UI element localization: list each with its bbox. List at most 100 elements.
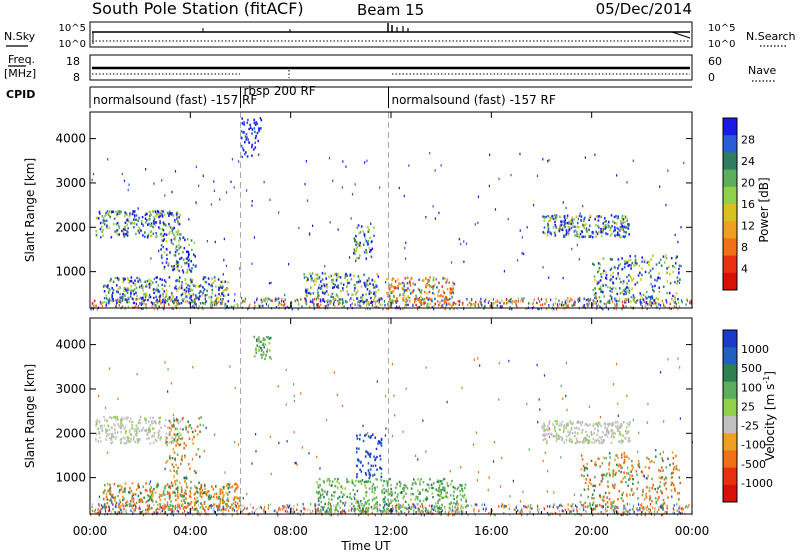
echo-cell (569, 420, 571, 423)
echo-cell (605, 270, 607, 274)
echo-cell (567, 233, 569, 236)
echo-cell (361, 297, 363, 301)
echo-cell (124, 277, 126, 281)
echo-cell (174, 480, 176, 483)
echo-cell (543, 429, 546, 432)
echo-speckle (519, 511, 521, 514)
echo-cell (119, 508, 122, 511)
echo-speckle (237, 305, 239, 308)
echo-cell (593, 432, 595, 435)
echo-cell (553, 427, 556, 430)
echo-cell (672, 483, 675, 487)
echo-cell (260, 340, 262, 343)
echo-cell (150, 493, 153, 497)
echo-cell (164, 295, 167, 299)
echo-speckle (174, 507, 176, 510)
echo-cell (158, 420, 161, 423)
echo-cell (666, 267, 668, 270)
echo-speckle (155, 511, 157, 515)
echo-cell (234, 490, 236, 493)
echo-cell (104, 489, 106, 492)
echo-cell (154, 289, 157, 292)
echo-cell (349, 492, 352, 496)
echo-cell (225, 288, 228, 291)
echo-cell (371, 278, 374, 282)
echo-cell (404, 500, 407, 503)
echo-cell (145, 421, 147, 425)
echo-speckle (662, 504, 664, 508)
echo-cell (341, 287, 344, 290)
echo-cell (364, 471, 367, 475)
velocity-echoes (90, 318, 693, 517)
echo-speckle (402, 503, 404, 507)
echo-cell (615, 471, 617, 475)
echo-cell (187, 462, 190, 466)
echo-speckle (168, 508, 170, 512)
echo-cell (568, 229, 570, 232)
echo-cell (610, 429, 612, 432)
echo-cell (101, 429, 104, 432)
echo-cell (180, 494, 183, 497)
echo-cell (326, 493, 328, 496)
echo-cell (110, 441, 113, 445)
echo-cell (115, 222, 118, 226)
echo-speckle (112, 299, 115, 302)
echo-cell (190, 288, 192, 291)
echo-cell (671, 481, 674, 485)
echo-cell (398, 294, 401, 297)
echo-cell (600, 290, 603, 293)
echo-cell (317, 291, 319, 294)
echo-cell (363, 273, 365, 276)
echo-speckle (627, 510, 629, 513)
echo-speckle (583, 508, 585, 512)
echo-cell (316, 288, 319, 292)
echo-sparse (121, 172, 123, 176)
echo-cell (403, 285, 405, 288)
echo-speckle (647, 303, 649, 306)
echo-cell (263, 346, 265, 349)
echo-cell (214, 485, 217, 488)
echo-cell (184, 501, 186, 504)
echo-speckle (450, 304, 453, 308)
echo-cell (675, 467, 678, 471)
echo-speckle (412, 503, 414, 506)
echo-speckle (483, 305, 485, 309)
echo-cell (174, 238, 176, 241)
echo-cell (171, 297, 174, 300)
echo-speckle (317, 302, 319, 306)
echo-cell (115, 501, 118, 505)
echo-cell (354, 484, 356, 487)
echo-sparse (370, 222, 372, 225)
echo-sparse (239, 267, 241, 270)
echo-cell (172, 301, 175, 305)
echo-cell (368, 476, 371, 480)
echo-cell (121, 417, 124, 421)
echo-speckle (167, 507, 169, 511)
echo-speckle (582, 305, 584, 309)
echo-speckle (428, 504, 431, 507)
echo-cell (542, 434, 544, 437)
echo-cell (676, 468, 679, 471)
echo-cell (651, 288, 654, 292)
echo-cell (622, 218, 625, 221)
echo-sparse (398, 186, 400, 190)
echo-cell (196, 487, 198, 490)
echo-cell (161, 287, 164, 291)
echo-cell (399, 482, 402, 485)
echo-cell (359, 241, 361, 245)
echo-cell (370, 435, 373, 438)
echo-cell (330, 510, 332, 514)
echo-cell (655, 263, 658, 266)
echo-cell (182, 428, 184, 431)
echo-cell (632, 493, 634, 497)
echo-cell (558, 424, 560, 427)
echo-cell (444, 477, 446, 481)
echo-cell (597, 281, 600, 285)
echo-cell (373, 280, 376, 283)
echo-cell (668, 291, 671, 295)
echo-cell (372, 292, 375, 295)
echo-speckle (554, 511, 556, 515)
echo-sparse (92, 172, 95, 176)
echo-cell (631, 279, 633, 282)
echo-cell (387, 498, 389, 502)
